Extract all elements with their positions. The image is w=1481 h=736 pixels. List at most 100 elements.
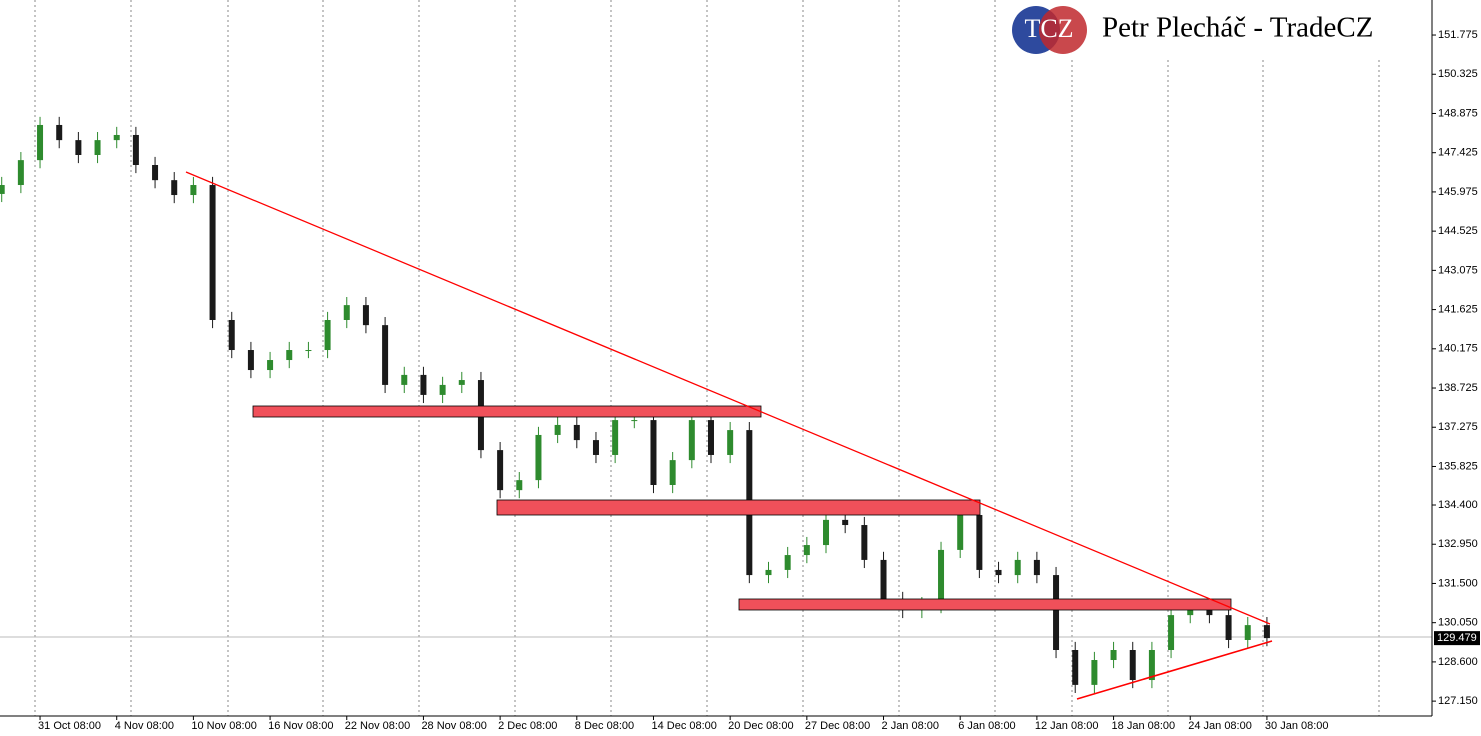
- candle-body: [152, 165, 159, 181]
- y-tick-label: 148.875: [1438, 107, 1478, 119]
- candle-body: [17, 160, 24, 186]
- candle-body: [995, 569, 1002, 576]
- x-tick-label: 16 Nov 08:00: [268, 720, 333, 732]
- x-tick-label: 10 Nov 08:00: [191, 720, 256, 732]
- candle-body: [305, 350, 312, 352]
- candle-body: [401, 374, 408, 385]
- candle-body: [439, 384, 446, 395]
- candle-body: [1072, 649, 1079, 685]
- candle-body: [190, 185, 197, 196]
- candle-body: [171, 180, 178, 196]
- candle-body: [516, 480, 523, 491]
- x-tick-label: 2 Jan 08:00: [882, 720, 940, 732]
- y-tick-label: 135.825: [1438, 460, 1478, 472]
- candle-body: [324, 319, 331, 351]
- y-tick-label: 141.625: [1438, 303, 1478, 315]
- y-tick-label: 151.775: [1438, 29, 1478, 41]
- candle-body: [113, 134, 120, 141]
- x-tick-label: 12 Jan 08:00: [1035, 720, 1099, 732]
- candle-body: [1091, 660, 1098, 685]
- x-tick-label: 28 Nov 08:00: [421, 720, 486, 732]
- candle-body: [650, 420, 657, 485]
- candle-body: [1263, 625, 1270, 639]
- candle-body: [631, 420, 638, 422]
- candle-body: [0, 185, 5, 194]
- candle-body: [957, 515, 964, 550]
- y-tick-label: 144.525: [1438, 225, 1478, 237]
- x-tick-label: 2 Dec 08:00: [498, 720, 557, 732]
- candle-body: [94, 140, 101, 155]
- y-tick-label: 147.425: [1438, 147, 1478, 159]
- candle-body: [420, 374, 427, 395]
- candle-body: [247, 350, 254, 371]
- y-tick-label: 143.075: [1438, 264, 1478, 276]
- y-tick-label: 128.600: [1438, 656, 1478, 668]
- candle-body: [1129, 649, 1136, 681]
- y-tick-label: 137.275: [1438, 421, 1478, 433]
- candle-body: [669, 460, 676, 485]
- candle-body: [132, 134, 139, 166]
- candle-body: [938, 549, 945, 606]
- y-tick-label: 134.400: [1438, 499, 1478, 511]
- x-tick-label: 27 Dec 08:00: [805, 720, 870, 732]
- candle-body: [382, 325, 389, 385]
- y-tick-label: 132.950: [1438, 538, 1478, 550]
- candle-body: [37, 124, 44, 161]
- logo: TCZ Petr Plecháč - TradeCZ: [1012, 6, 1373, 54]
- y-tick-label: 138.725: [1438, 382, 1478, 394]
- candle-body: [458, 380, 465, 385]
- candle-body: [362, 305, 369, 326]
- candle-body: [842, 519, 849, 526]
- candle-body: [286, 350, 293, 361]
- candle-body: [1187, 609, 1194, 616]
- candle-body: [1168, 615, 1175, 650]
- logo-text: TCZ: [1024, 14, 1073, 43]
- candle-body: [688, 420, 695, 461]
- x-tick-label: 4 Nov 08:00: [115, 720, 174, 732]
- candle-body: [803, 545, 810, 556]
- candle-body: [612, 420, 619, 455]
- candle-body: [343, 305, 350, 320]
- candle-body: [75, 140, 82, 155]
- x-tick-label: 24 Jan 08:00: [1188, 720, 1252, 732]
- candle-body: [497, 450, 504, 491]
- x-tick-label: 30 Jan 08:00: [1265, 720, 1329, 732]
- candle-body: [56, 124, 63, 141]
- y-tick-label: 145.975: [1438, 186, 1478, 198]
- x-tick-label: 8 Dec 08:00: [575, 720, 634, 732]
- candle-body: [765, 569, 772, 576]
- x-tick-label: 20 Dec 08:00: [728, 720, 793, 732]
- candle-body: [1148, 649, 1155, 681]
- current-price-label: 129.479: [1437, 632, 1477, 644]
- candle-body: [880, 559, 887, 600]
- candle-body: [1110, 649, 1117, 661]
- current-price-box: [1434, 631, 1480, 646]
- candle-body: [209, 185, 216, 320]
- candle-body: [707, 420, 714, 455]
- x-tick-label: 6 Jan 08:00: [958, 720, 1016, 732]
- candles: [0, 116, 1270, 694]
- x-tick-label: 22 Nov 08:00: [345, 720, 410, 732]
- x-tick-label: 18 Jan 08:00: [1112, 720, 1176, 732]
- x-tick-label: 31 Oct 08:00: [38, 720, 101, 732]
- y-tick-label: 150.325: [1438, 68, 1478, 80]
- candle-body: [1225, 615, 1232, 640]
- y-tick-label: 140.175: [1438, 343, 1478, 355]
- candle-body: [592, 440, 599, 455]
- candle-body: [1206, 609, 1213, 616]
- candle-body: [228, 319, 235, 351]
- candle-body: [784, 555, 791, 570]
- candle-body: [1033, 559, 1040, 576]
- candle-body: [976, 515, 983, 570]
- candle-body: [1053, 575, 1060, 650]
- candle-body: [554, 424, 561, 435]
- candle-body: [535, 434, 542, 481]
- candle-body: [823, 519, 830, 546]
- y-tick-label: 130.050: [1438, 617, 1478, 629]
- x-tick-label: 14 Dec 08:00: [651, 720, 716, 732]
- y-tick-label: 127.150: [1438, 695, 1478, 707]
- candle-body: [727, 430, 734, 455]
- watermark: Petr Plecháč - TradeCZ: [1102, 12, 1373, 44]
- candle-body: [267, 360, 274, 371]
